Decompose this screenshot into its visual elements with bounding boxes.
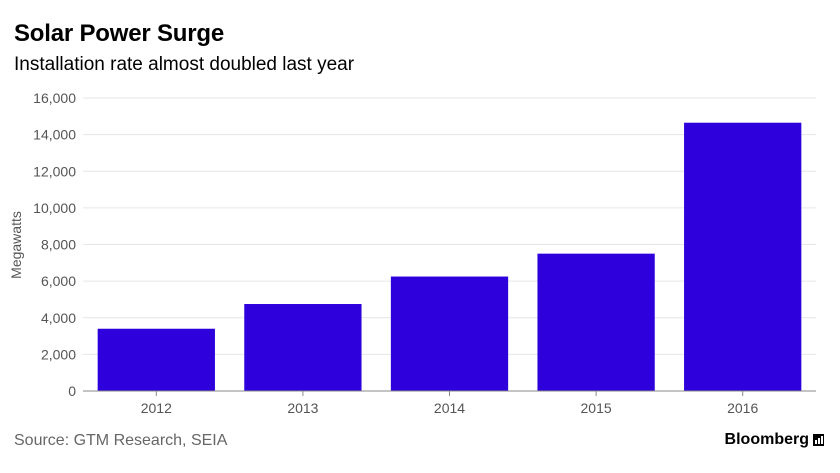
source-note: Source: GTM Research, SEIA: [14, 432, 228, 449]
x-tick-label: 2013: [287, 400, 318, 416]
bar-chart-icon: [813, 434, 824, 446]
y-tick-label: 8,000: [41, 237, 76, 253]
y-axis-label: Megawatts: [8, 211, 24, 279]
x-tick-label: 2016: [727, 400, 758, 416]
y-tick-label: 12,000: [33, 163, 76, 179]
x-tick-label: 2012: [141, 400, 172, 416]
y-tick-label: 0: [68, 383, 76, 399]
y-tick-label: 4,000: [41, 310, 76, 326]
x-tick-label: 2015: [581, 400, 612, 416]
y-tick-label: 14,000: [33, 127, 76, 143]
chart-subtitle: Installation rate almost doubled last ye…: [14, 54, 355, 75]
bar-2014: [390, 276, 509, 391]
bar-2013: [244, 304, 362, 391]
y-tick-label: 10,000: [33, 200, 76, 216]
brand-logo: Bloomberg: [725, 431, 824, 449]
x-axis-ticks: 2012 2013 2014 2015 2016: [141, 391, 758, 416]
brand-name: Bloomberg: [724, 431, 809, 448]
bars: [97, 122, 802, 392]
x-tick-label: 2014: [434, 400, 465, 416]
chart-title: Solar Power Surge: [14, 20, 224, 47]
bar-2016: [684, 122, 802, 392]
y-tick-label: 16,000: [33, 90, 76, 106]
bar-2012: [97, 328, 215, 391]
y-tick-label: 2,000: [41, 346, 76, 362]
y-axis-ticks: 0 2,000 4,000 6,000 8,000 10,000 12,000 14,000 1…: [33, 90, 76, 399]
y-tick-label: 6,000: [41, 273, 76, 289]
bar-2015: [537, 253, 655, 391]
